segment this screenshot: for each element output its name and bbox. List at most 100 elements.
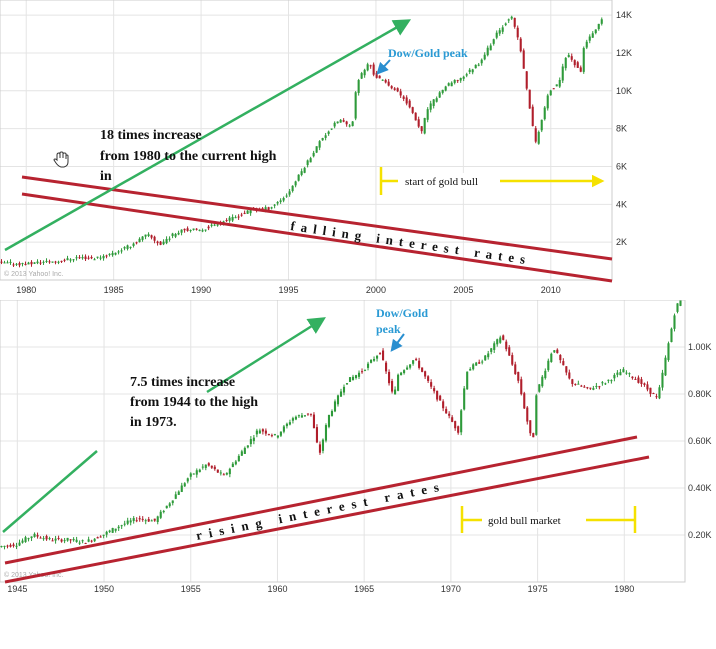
candle-body <box>510 16 513 19</box>
candle-body <box>631 376 634 379</box>
candle-body <box>87 257 90 259</box>
x-axis-ticks: 1980 1985 1990 1995 2000 2005 2010 <box>16 285 561 295</box>
candle-body <box>96 256 99 258</box>
candle-body <box>430 382 433 387</box>
candle-body <box>580 385 583 387</box>
candle-body <box>588 36 591 41</box>
candle-body <box>294 181 297 186</box>
candle-body <box>465 74 468 76</box>
candle-body <box>165 238 168 244</box>
candle-body <box>36 261 39 264</box>
candle-body <box>129 520 132 523</box>
x-tick-label: 2005 <box>453 285 473 295</box>
x-axis-ticks: 1945 1950 1955 1960 1965 1970 1975 1980 <box>7 584 634 594</box>
candle-body <box>387 81 390 86</box>
candle-body <box>418 360 421 368</box>
x-tick-label: 1980 <box>16 285 36 295</box>
candle-body <box>213 224 216 226</box>
candle-body <box>183 228 186 231</box>
candle-body <box>363 69 366 76</box>
candle-body <box>561 66 564 81</box>
candle-body <box>0 261 3 263</box>
candle-body <box>48 538 51 540</box>
candle-body <box>496 339 499 345</box>
candle-body <box>51 261 54 263</box>
candle-body <box>634 378 637 380</box>
candle-body <box>114 528 117 531</box>
candle-body <box>285 195 288 197</box>
increase-18x-label: 18 times increase from 1980 to the curre… <box>100 128 280 184</box>
candle-body <box>357 372 361 377</box>
candle-body <box>543 107 546 120</box>
y-tick-label: 0.40K <box>688 483 712 493</box>
candle-body <box>532 433 535 438</box>
candle-body <box>385 362 388 372</box>
series-candles <box>0 286 685 550</box>
y-tick-label: 10K <box>616 86 632 96</box>
candle-body <box>336 121 339 124</box>
candle-body <box>321 138 324 141</box>
candle-body <box>405 97 408 104</box>
candle-body <box>192 228 195 230</box>
candle-body <box>406 367 409 370</box>
candle-body <box>168 238 171 240</box>
candle-body <box>303 415 306 417</box>
candle-body <box>126 245 129 249</box>
x-tick-label: 1945 <box>7 584 27 594</box>
x-tick-label: 1990 <box>191 285 211 295</box>
candle-body <box>457 426 460 433</box>
candle-body <box>525 71 528 89</box>
candle-body <box>366 64 369 71</box>
candle-body <box>216 469 219 473</box>
y-tick-label: 1.00K <box>688 342 712 352</box>
candle-body <box>264 430 267 434</box>
candle-body <box>535 395 538 435</box>
candle-body <box>195 228 198 230</box>
candle-body <box>480 59 483 64</box>
x-tick-label: 2010 <box>541 285 561 295</box>
x-tick-label: 1955 <box>181 584 201 594</box>
candle-body <box>270 435 273 437</box>
candle-body <box>231 463 234 468</box>
candle-body <box>45 536 48 540</box>
candle-body <box>204 464 207 468</box>
candle-body <box>372 64 375 75</box>
candle-body <box>297 174 300 181</box>
candle-body <box>628 373 631 375</box>
candle-body <box>201 466 204 468</box>
candle-body <box>195 470 198 475</box>
candle-body <box>39 537 42 539</box>
candle-body <box>424 371 427 377</box>
candle-body <box>456 80 459 82</box>
candle-body <box>339 391 343 397</box>
candle-body <box>150 235 153 238</box>
candle-body <box>267 207 270 210</box>
candle-body <box>664 357 667 376</box>
gold-bull-market-label: gold bull market <box>488 515 561 527</box>
candle-body <box>288 422 291 425</box>
candle-body <box>579 67 582 72</box>
chart-panel-1980-2013: 1980 1985 1990 1995 2000 2005 2010 2K 4K 6K 8K 10K… <box>0 0 716 300</box>
candle-body <box>237 455 240 462</box>
candle-body <box>658 387 661 399</box>
candle-body <box>243 447 246 454</box>
candle-body <box>120 525 123 527</box>
candle-body <box>646 384 649 390</box>
start-of-gold-bull-label: start of gold bull <box>405 176 478 188</box>
candle-body <box>622 369 625 373</box>
candle-body <box>36 534 39 537</box>
candle-body <box>45 260 48 262</box>
candle-body <box>159 511 162 518</box>
candle-body <box>105 255 108 257</box>
candle-body <box>180 485 183 492</box>
candle-body <box>472 364 475 370</box>
candle-body <box>138 238 141 243</box>
candle-body <box>15 545 18 547</box>
candle-body <box>198 229 201 231</box>
candle-body <box>138 518 141 520</box>
candle-body <box>502 335 505 340</box>
candle-body <box>210 224 213 226</box>
candle-body <box>228 468 231 475</box>
candle-body <box>351 121 354 127</box>
candle-body <box>249 210 252 214</box>
